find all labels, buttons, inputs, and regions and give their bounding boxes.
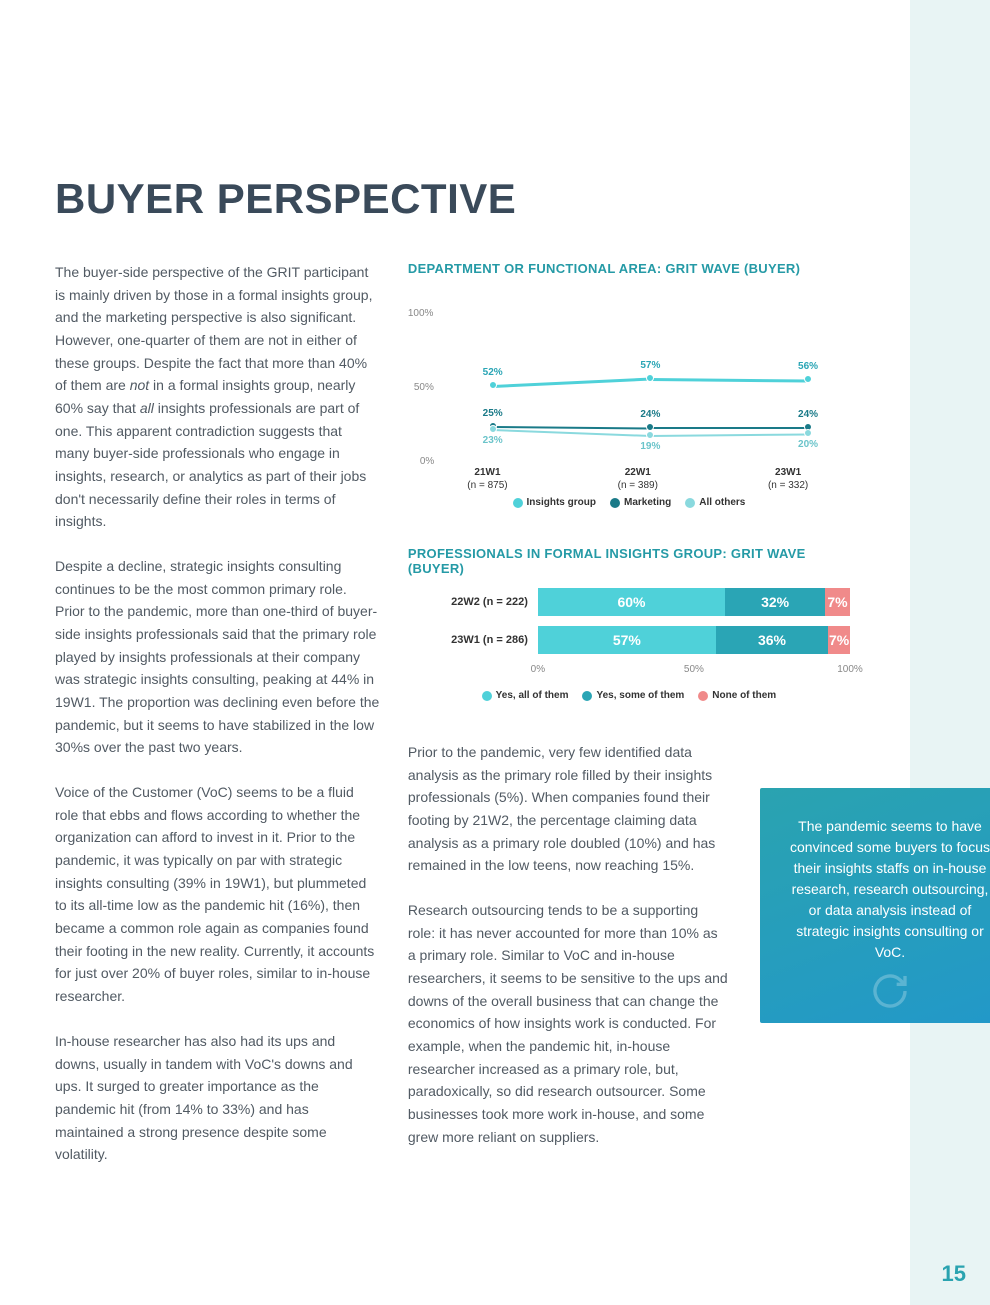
- paragraph-2: Despite a decline, strategic insights co…: [55, 555, 380, 759]
- page-number: 15: [942, 1261, 966, 1287]
- right-column: DEPARTMENT OR FUNCTIONAL AREA: GRIT WAVE…: [408, 261, 850, 1188]
- callout-text: The pandemic seems to have convinced som…: [790, 818, 990, 960]
- chart1-xtick-0: 21W1(n = 875): [467, 466, 507, 492]
- right-accent-band: [910, 0, 990, 1305]
- chart1-xtick-1: 22W1(n = 389): [618, 466, 658, 492]
- left-column: The buyer-side perspective of the GRIT p…: [55, 261, 380, 1188]
- chart1-xtick-2: 23W1(n = 332): [768, 466, 808, 492]
- chart1-title: DEPARTMENT OR FUNCTIONAL AREA: GRIT WAVE…: [408, 261, 850, 276]
- page-title: BUYER PERSPECTIVE: [55, 175, 850, 223]
- chart2-title: PROFESSIONALS IN FORMAL INSIGHTS GROUP: …: [408, 546, 850, 576]
- paragraph-3: Voice of the Customer (VoC) seems to be …: [55, 781, 380, 1008]
- chart2-stacked-bar: 22W2 (n = 222)60%32%7%23W1 (n = 286)57%3…: [408, 588, 850, 701]
- chart1-ytick-50: 50%: [414, 382, 434, 393]
- paragraph-6: Research outsourcing tends to be a suppo…: [408, 899, 728, 1148]
- chart1-legend: Insights group Marketing All others: [408, 497, 850, 508]
- chart1-ytick-100: 100%: [408, 308, 434, 319]
- refresh-icon: [870, 971, 910, 1011]
- chart1-line-chart: 100% 50% 0% 52%57%56%25%24%24%23%19%20% …: [408, 288, 850, 508]
- chart1-ytick-0: 0%: [420, 456, 434, 467]
- callout-box: The pandemic seems to have convinced som…: [760, 788, 990, 1023]
- paragraph-1: The buyer-side perspective of the GRIT p…: [55, 261, 380, 533]
- paragraph-5: Prior to the pandemic, very few identifi…: [408, 741, 728, 877]
- paragraph-4: In-house researcher has also had its ups…: [55, 1030, 380, 1166]
- page-content: BUYER PERSPECTIVE The buyer-side perspec…: [0, 0, 910, 1248]
